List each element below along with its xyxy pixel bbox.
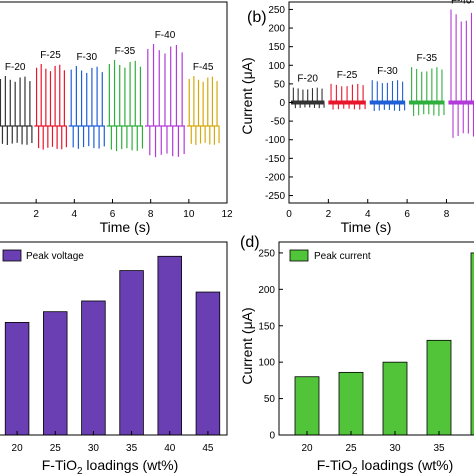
y-tick-label: -50 bbox=[271, 117, 286, 128]
bar-45 bbox=[195, 291, 221, 436]
panel-d: 2025303540050100150200250 Peak current (… bbox=[239, 234, 474, 474]
y-tick-label: 100 bbox=[268, 61, 285, 72]
x-tick-label: 8 bbox=[148, 209, 154, 220]
panel-d-xlabel: F-TiO2 loadings (wt%) bbox=[317, 457, 454, 474]
x-tick-label: 12 bbox=[221, 209, 233, 220]
panel-c: 20 25 30 35 40 45 Peak voltage F-TiO2 loading… bbox=[0, 241, 228, 474]
x-tick-label-30: 30 bbox=[389, 443, 401, 454]
panel-c-bars bbox=[4, 255, 221, 436]
bar-20 bbox=[4, 322, 30, 436]
y-tick-label: 50 bbox=[274, 79, 286, 90]
x-tick-label: 6 bbox=[110, 209, 116, 220]
panel-c-legend-swatch bbox=[2, 249, 22, 262]
plot-frame bbox=[278, 241, 474, 436]
panel-a-xlabel: Time (s) bbox=[100, 219, 151, 235]
panel-a-series-labels: F-20 F-25 F-30 F-35 F-40 F-45 bbox=[5, 30, 214, 73]
y-tick-label: 150 bbox=[258, 321, 275, 332]
series-label-F-25: F-25 bbox=[40, 50, 61, 61]
x-tick-label: 10 bbox=[183, 209, 195, 220]
x-tick-label: 2 bbox=[33, 209, 39, 220]
series-label-F-40: F-40 bbox=[451, 0, 472, 6]
panel-b-series-group bbox=[290, 9, 474, 138]
x-tick-label-30: 30 bbox=[88, 443, 100, 454]
bar-20 bbox=[294, 376, 320, 436]
x-tick-label-25: 25 bbox=[345, 443, 357, 454]
y-tick-label: 0 bbox=[269, 431, 275, 442]
y-tick-label: -150 bbox=[265, 154, 285, 165]
x-tick-label: 8 bbox=[444, 209, 450, 220]
panel-b-label: (b) bbox=[247, 9, 267, 26]
series-label-F-30: F-30 bbox=[76, 52, 97, 63]
panel-d-legend-swatch bbox=[289, 249, 309, 262]
panel-d-label: (d) bbox=[240, 234, 260, 251]
y-tick-label: 250 bbox=[258, 248, 275, 259]
panel-d-ylabel: Current (μA) bbox=[239, 307, 255, 384]
bar-25 bbox=[43, 311, 68, 436]
y-tick-label: 200 bbox=[258, 285, 275, 296]
panel-a: 2 4 6 8 10 12 F-20 F-25 F-30 F-35 F-40 F-45 Time (… bbox=[0, 1, 233, 235]
x-tick-label: 4 bbox=[365, 209, 371, 220]
series-label-F-40: F-40 bbox=[155, 30, 176, 41]
x-tick-label-40: 40 bbox=[164, 443, 176, 454]
bar-40 bbox=[157, 255, 182, 436]
series-label-F-20: F-20 bbox=[297, 74, 318, 85]
y-tick-label: 150 bbox=[268, 42, 285, 53]
panel-c-axes: 20 25 30 35 40 45 bbox=[0, 241, 228, 454]
bar-35 bbox=[119, 270, 144, 436]
y-tick-label: 0 bbox=[279, 98, 285, 109]
panel-a-axes: 2 4 6 8 10 12 bbox=[0, 1, 233, 220]
panel-a-series-group bbox=[0, 44, 220, 158]
bar-40 bbox=[470, 252, 474, 436]
bar-30 bbox=[81, 300, 106, 436]
panel-c-legend-label: Peak voltage bbox=[26, 251, 84, 262]
x-tick-label-35: 35 bbox=[126, 443, 138, 454]
x-tick-label: 4 bbox=[72, 209, 78, 220]
bar-35 bbox=[426, 339, 452, 436]
y-tick-label: 200 bbox=[268, 24, 285, 35]
y-tick-label: 100 bbox=[258, 358, 275, 369]
panel-c-xlabel: F-TiO2 loadings (wt%) bbox=[42, 457, 179, 474]
x-tick-label: 6 bbox=[404, 209, 410, 220]
series-label-F-35: F-35 bbox=[417, 53, 438, 64]
series-label-F-20: F-20 bbox=[5, 62, 26, 73]
plot-frame bbox=[0, 241, 228, 436]
series-label-F-35: F-35 bbox=[115, 46, 136, 57]
panel-d-legend-label: Peak current bbox=[314, 251, 371, 262]
series-label-F-30: F-30 bbox=[377, 66, 398, 77]
x-tick-label-20: 20 bbox=[12, 443, 24, 454]
bar-30 bbox=[382, 361, 408, 436]
x-tick-label-45: 45 bbox=[202, 443, 214, 454]
x-tick-label: 2 bbox=[326, 209, 332, 220]
y-tick-label: 250 bbox=[268, 5, 285, 16]
y-tick-label: 50 bbox=[264, 394, 276, 405]
panel-b-xlabel: Time (s) bbox=[341, 219, 392, 235]
y-tick-label: -100 bbox=[265, 135, 285, 146]
panel-b-series-labels: F-20 F-25 F-30 F-35 F-40 bbox=[297, 0, 472, 85]
panel-d-axes: 2025303540050100150200250 bbox=[258, 241, 474, 454]
panel-d-bars bbox=[294, 252, 474, 436]
series-label-F-25: F-25 bbox=[337, 70, 358, 81]
series-label-F-45: F-45 bbox=[193, 62, 214, 73]
y-tick-label: -250 bbox=[265, 191, 285, 202]
bar-25 bbox=[338, 371, 364, 436]
panel-b-ylabel: Current (μA) bbox=[239, 57, 255, 134]
x-tick-label-35: 35 bbox=[433, 443, 445, 454]
x-tick-label-20: 20 bbox=[301, 443, 313, 454]
plot-frame bbox=[0, 1, 228, 204]
y-tick-label: -200 bbox=[265, 172, 285, 183]
x-tick-label: 0 bbox=[286, 209, 292, 220]
x-tick-label-25: 25 bbox=[50, 443, 62, 454]
